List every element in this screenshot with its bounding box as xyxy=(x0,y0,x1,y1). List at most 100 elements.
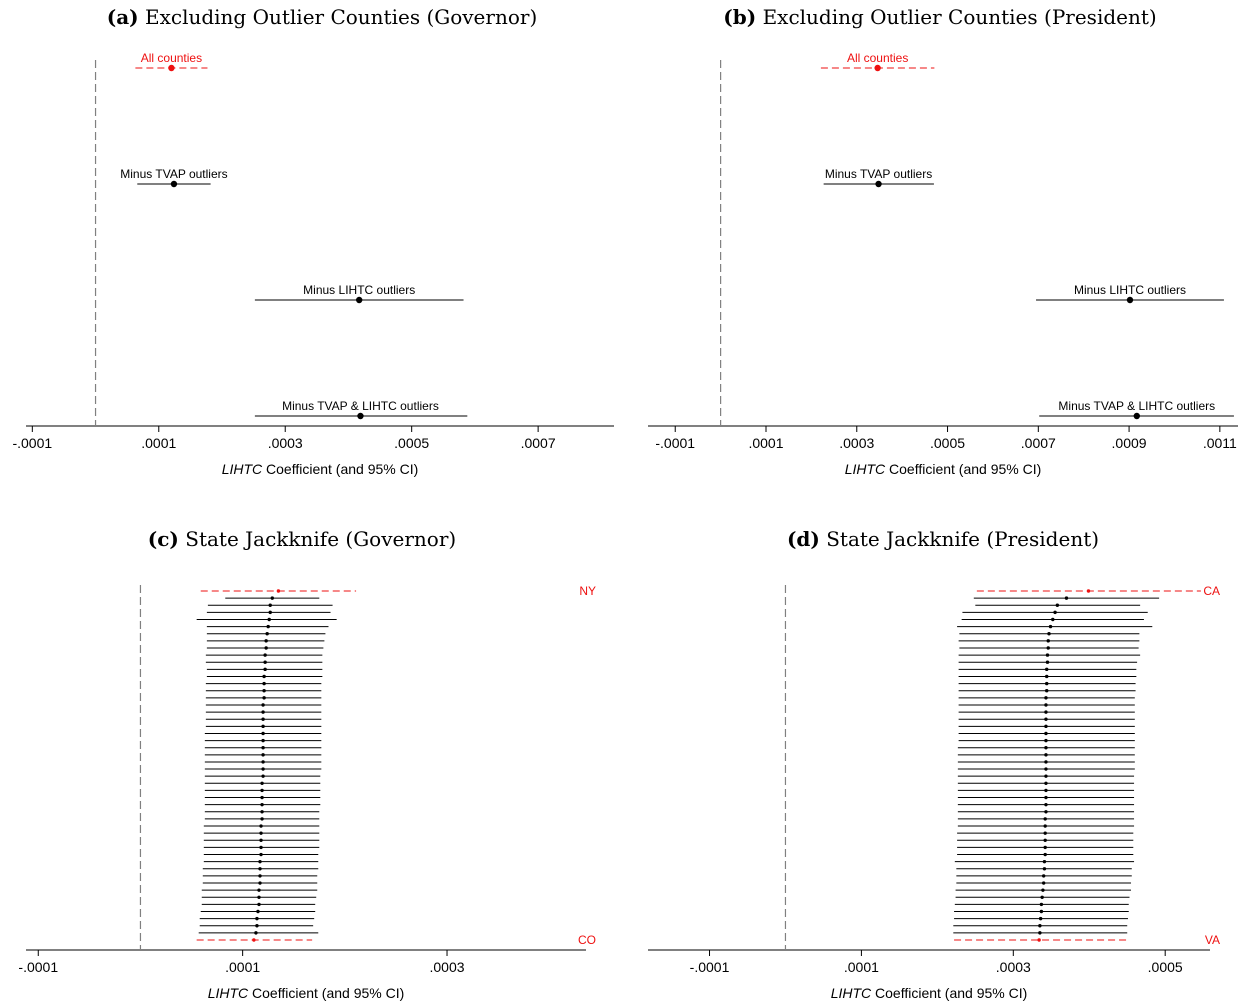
panel-c-point-estimate xyxy=(262,689,266,693)
panel-d-point-estimate xyxy=(1044,710,1048,714)
panel-b-plot: -.0001 .0001 .0003 .0005 .0007 .0009 .0011 LIHT… xyxy=(648,51,1238,477)
panel-c-point-estimate xyxy=(258,881,262,885)
x-axis-title-variable: LIHTC xyxy=(845,461,886,477)
panel-c-point-estimate xyxy=(261,703,265,707)
panel-c-point-estimate xyxy=(260,810,264,814)
panel-c-point-estimate xyxy=(259,845,263,850)
panel-d-point-estimate xyxy=(1055,603,1060,607)
panel-b-tick-label: .0005 xyxy=(930,435,965,451)
panel-d-point-estimate xyxy=(1044,802,1048,807)
panel-d-x-axis-title: LIHTC Coefficient (and 95% CI) xyxy=(831,985,1028,1001)
panel-c-point-estimate xyxy=(261,717,265,721)
panel-d-tick-label: .0005 xyxy=(1148,959,1183,975)
panel-c-point-estimate xyxy=(261,738,265,743)
panel-c-point-estimate xyxy=(261,753,265,757)
panel-b-point-estimate xyxy=(875,180,882,188)
panel-a-point-estimate xyxy=(357,412,364,420)
panel-c-row-label: CO xyxy=(578,933,596,947)
panel-d-point-estimate xyxy=(1042,867,1047,871)
panel-a-title: (a) Excluding Outlier Counties (Governor… xyxy=(72,5,572,29)
panel-d-point-estimate xyxy=(1038,924,1042,928)
panel-c-point-estimate xyxy=(258,867,262,871)
panel-d-point-estimate xyxy=(1053,610,1057,615)
panel-d-point-estimate xyxy=(1039,909,1044,914)
panel-d-point-estimate xyxy=(1044,753,1048,757)
panel-c-point-estimate xyxy=(261,745,265,750)
panel-a-row-label: Minus LIHTC outliers xyxy=(303,283,415,297)
panel-a-letter: (a) xyxy=(106,5,139,29)
panel-d-point-estimate xyxy=(1044,788,1048,793)
panel-d-point-estimate xyxy=(1040,895,1044,899)
panel-c-point-estimate xyxy=(263,660,267,664)
panel-b-point-estimate xyxy=(1133,412,1140,420)
panel-b-row-label: Minus TVAP outliers xyxy=(825,167,932,181)
panel-d-point-estimate xyxy=(1044,717,1048,721)
panel-d-point-estimate xyxy=(1045,689,1049,693)
panel-a-row-label: All counties xyxy=(141,51,202,65)
panel-d-point-estimate xyxy=(1045,681,1049,686)
panel-c-point-estimate xyxy=(276,589,281,593)
panel-d-point-estimate xyxy=(1044,696,1048,700)
panel-d-point-estimate xyxy=(1038,931,1042,935)
panel-d-point-estimate xyxy=(1044,781,1048,786)
panel-d-point-estimate xyxy=(1041,888,1045,892)
panel-a-tick-label: .0003 xyxy=(268,435,303,451)
panel-d-point-estimate xyxy=(1045,653,1050,657)
panel-c-point-estimate xyxy=(260,802,264,807)
panel-c-point-estimate xyxy=(260,788,264,793)
panel-d-plot: -.0001 .0001 .0003 .0005 LIHTC Coefficient (… xyxy=(648,584,1220,1001)
panel-c-point-estimate xyxy=(260,781,264,786)
panel-d-tick-label: .0001 xyxy=(844,959,879,975)
x-axis-title-rest: Coefficient (and 95% CI) xyxy=(885,461,1041,477)
panel-d-point-estimate xyxy=(1042,859,1047,864)
panel-c-point-estimate xyxy=(264,639,268,643)
panel-d-point-estimate xyxy=(1043,838,1047,842)
panel-c-tick-label: .0001 xyxy=(225,959,260,975)
panel-a-point-estimate xyxy=(168,64,175,72)
panel-d-point-estimate xyxy=(1045,667,1049,672)
panel-b-title-text: Excluding Outlier Counties (President) xyxy=(762,5,1157,29)
panel-b-tick-label: .0011 xyxy=(1203,435,1237,451)
panel-d-point-estimate xyxy=(1044,738,1048,743)
panel-c-tick-label: .0003 xyxy=(429,959,464,975)
panel-c-point-estimate xyxy=(264,646,268,650)
panel-c-point-estimate xyxy=(259,852,263,857)
panel-a-point-estimate xyxy=(356,296,363,304)
panel-b-tick-label: .0007 xyxy=(1021,435,1056,451)
panel-d-row-label: VA xyxy=(1205,933,1220,947)
panel-d-point-estimate xyxy=(1064,596,1069,600)
panel-d-point-estimate xyxy=(1044,795,1048,800)
panel-b-tick-label: .0001 xyxy=(748,435,783,451)
panel-d-point-estimate xyxy=(1039,902,1044,907)
panel-b-tick-label: .0003 xyxy=(839,435,874,451)
panel-a-tick-label: .0005 xyxy=(394,435,429,451)
panel-c-point-estimate xyxy=(259,838,263,842)
panel-d-point-estimate xyxy=(1041,874,1046,878)
panel-a-row-label: Minus TVAP outliers xyxy=(120,167,227,181)
panel-c-point-estimate xyxy=(252,938,256,942)
panel-d-title: (d) State Jackknife (President) xyxy=(693,527,1193,551)
panel-d-point-estimate xyxy=(1043,852,1047,857)
panel-c-point-estimate xyxy=(266,624,270,629)
panel-b-tick-label: .0009 xyxy=(1112,435,1147,451)
panel-d-point-estimate xyxy=(1044,810,1048,814)
panel-c-point-estimate xyxy=(268,610,272,615)
panel-b-point-estimate xyxy=(1126,296,1134,304)
panel-d-point-estimate xyxy=(1047,632,1051,636)
panel-c-point-estimate xyxy=(261,710,265,714)
panel-b-letter: (b) xyxy=(723,5,757,29)
panel-c-point-estimate xyxy=(254,931,258,935)
panel-a-plot: -.0001 .0001 .0003 .0005 .0007 LIHTC Coeffici… xyxy=(12,51,614,477)
panel-d-point-estimate xyxy=(1086,589,1091,593)
panel-d-point-estimate xyxy=(1048,624,1053,629)
panel-d-point-estimate xyxy=(1043,831,1047,835)
panel-c-point-estimate xyxy=(265,632,269,636)
x-axis-title-rest: Coefficient (and 95% CI) xyxy=(262,461,418,477)
panel-b-title: (b) Excluding Outlier Counties (Presiden… xyxy=(690,5,1190,29)
panel-a-tick-label: .0001 xyxy=(141,435,176,451)
panel-a-point-estimate xyxy=(170,180,178,188)
panel-c-title-text: State Jackknife (Governor) xyxy=(185,527,457,551)
panel-d-point-estimate xyxy=(1044,760,1048,764)
panel-c-point-estimate xyxy=(262,696,266,700)
x-axis-title-rest: Coefficient (and 95% CI) xyxy=(248,985,404,1001)
